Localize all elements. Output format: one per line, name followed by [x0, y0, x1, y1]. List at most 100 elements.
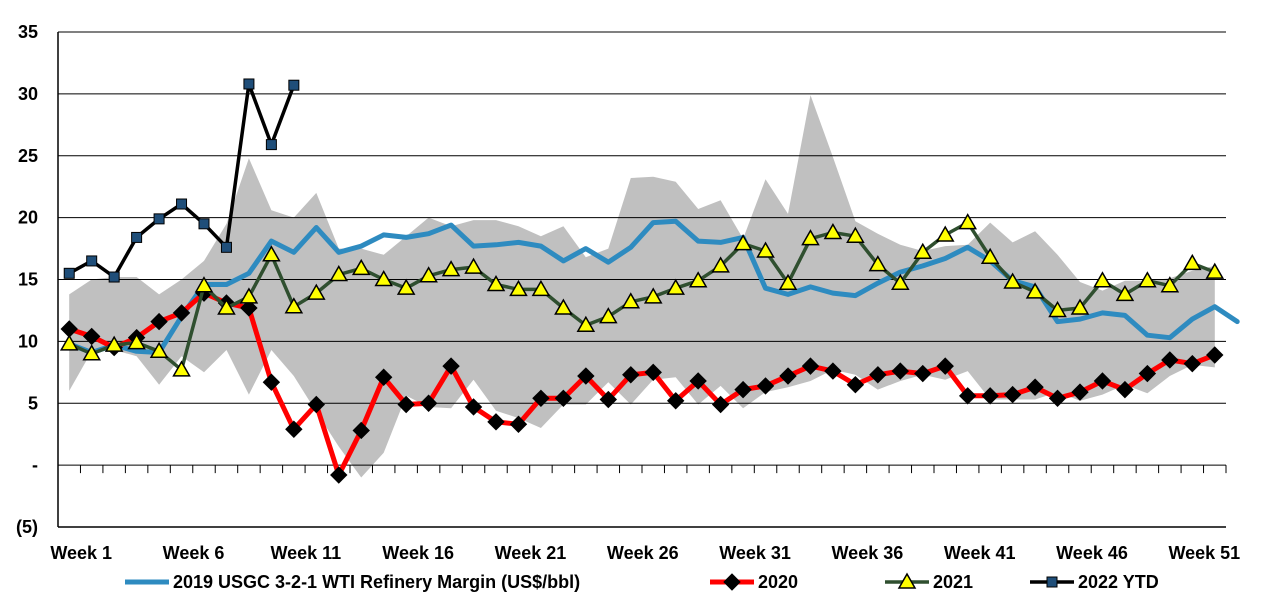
y-tick-label: - — [32, 455, 38, 475]
data-point — [1046, 576, 1058, 588]
data-point — [149, 341, 169, 359]
gridlines — [58, 31, 1226, 466]
legend-item-0: 2019 USGC 3-2-1 WTI Refinery Margin (US$… — [125, 572, 580, 592]
data-point — [194, 276, 214, 293]
data-point — [198, 218, 210, 230]
data-point — [958, 213, 977, 230]
data-point — [127, 333, 146, 350]
data-point — [846, 226, 865, 243]
data-point — [935, 225, 955, 242]
data-point — [868, 255, 888, 272]
data-point — [1093, 271, 1112, 288]
data-point — [442, 357, 460, 375]
data-point — [419, 266, 438, 283]
data-point — [63, 267, 75, 279]
data-point — [823, 222, 843, 240]
data-point — [801, 229, 820, 246]
y-tick-label: (5) — [16, 517, 38, 537]
data-point — [643, 287, 663, 304]
data-point — [1116, 380, 1134, 399]
data-point — [711, 256, 730, 273]
legend-item-2: 2021 — [885, 572, 973, 592]
data-point — [576, 315, 596, 333]
data-point — [172, 304, 191, 322]
x-tick-label: Week 11 — [270, 543, 341, 563]
x-tick-label: Week 31 — [719, 543, 791, 563]
data-point — [1071, 383, 1089, 401]
data-point — [1206, 346, 1224, 364]
data-point — [666, 392, 685, 410]
data-point — [531, 279, 551, 297]
x-tick-label: Week 1 — [50, 543, 112, 563]
data-point — [243, 78, 255, 90]
data-point — [330, 466, 348, 484]
data-point — [981, 387, 999, 405]
data-point — [288, 79, 300, 91]
data-point — [285, 420, 303, 438]
legend: 2019 USGC 3-2-1 WTI Refinery Margin (US$… — [125, 572, 1159, 592]
data-point — [104, 335, 124, 352]
data-point — [733, 234, 753, 251]
data-point — [897, 572, 917, 589]
data-point — [374, 269, 393, 287]
series-layer — [59, 78, 1240, 484]
data-point — [980, 247, 1000, 264]
x-tick-label: Week 41 — [944, 543, 1016, 563]
data-point — [756, 377, 775, 395]
data-point — [891, 273, 910, 290]
data-point — [217, 298, 236, 315]
data-point — [1183, 354, 1202, 373]
data-point — [284, 297, 304, 314]
data-point — [82, 344, 101, 361]
data-point — [913, 242, 933, 260]
x-tick-labels: Week 1 Week 6 Week 11 Week 16 Week 21 Week 26… — [50, 543, 1240, 563]
x-tick-label: Week 21 — [495, 543, 567, 563]
x-tick-label: Week 16 — [382, 543, 454, 563]
data-point — [1183, 253, 1202, 271]
data-point — [220, 241, 232, 253]
data-point — [1070, 298, 1090, 315]
y-tick-label: 30 — [18, 84, 38, 104]
data-point — [723, 573, 741, 591]
data-point — [1025, 282, 1045, 299]
data-point — [532, 389, 550, 408]
data-point — [172, 360, 191, 377]
data-point — [1003, 272, 1022, 289]
legend-item-3: 2022 YTD — [1030, 572, 1159, 592]
data-point — [396, 278, 416, 295]
data-point — [891, 362, 910, 380]
range-band — [69, 95, 1215, 478]
data-point — [801, 357, 820, 375]
series-line — [67, 220, 1217, 372]
data-point — [262, 373, 281, 391]
data-point — [131, 231, 143, 243]
y-tick-label: 25 — [18, 146, 38, 166]
data-point — [666, 278, 685, 295]
data-point — [329, 265, 349, 282]
x-tick-label: Week 36 — [832, 543, 904, 563]
x-tick-label: Week 46 — [1056, 543, 1128, 563]
data-point — [1115, 284, 1135, 302]
data-point — [577, 367, 595, 385]
data-point — [1205, 262, 1225, 279]
legend-label: 2021 — [933, 572, 973, 592]
data-point — [397, 395, 415, 414]
x-tick-label: Week 6 — [163, 543, 225, 563]
data-point — [688, 271, 708, 288]
data-point — [622, 366, 640, 384]
data-point — [59, 334, 79, 351]
data-point — [1161, 351, 1179, 369]
data-point — [689, 372, 707, 390]
y-tick-label: 10 — [18, 331, 38, 351]
data-point — [307, 395, 326, 414]
data-point — [509, 415, 528, 433]
data-point — [778, 273, 798, 290]
data-point — [464, 257, 483, 274]
data-point — [419, 394, 438, 412]
data-point — [824, 362, 842, 380]
data-point — [779, 367, 797, 385]
data-point — [711, 395, 730, 414]
data-point — [240, 299, 258, 317]
y-tick-label: 15 — [18, 270, 38, 290]
